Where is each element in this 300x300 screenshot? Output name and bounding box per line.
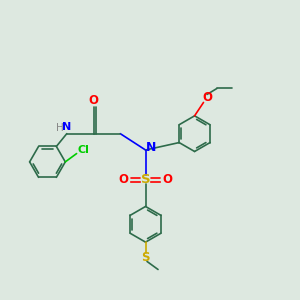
Text: O: O [88, 94, 98, 107]
Text: S: S [141, 251, 150, 264]
Text: S: S [141, 173, 150, 186]
Text: O: O [163, 173, 173, 186]
Text: O: O [202, 91, 212, 104]
Text: N: N [62, 122, 71, 132]
Text: Cl: Cl [77, 145, 89, 155]
Text: O: O [118, 173, 128, 186]
Text: H: H [56, 123, 64, 133]
Text: N: N [146, 140, 156, 154]
